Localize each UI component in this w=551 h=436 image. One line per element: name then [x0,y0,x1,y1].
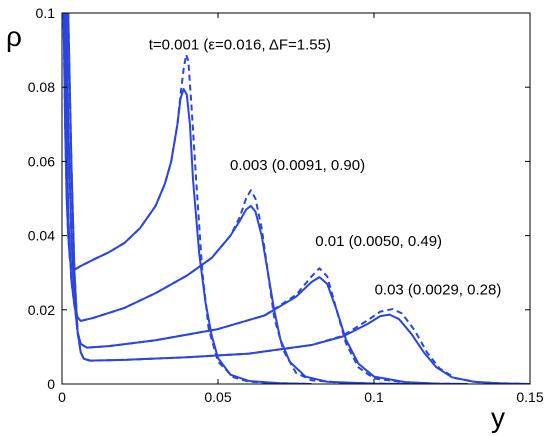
y-tick-label-5: 0.1 [36,5,56,21]
curve-2-dashed [62,13,312,384]
y-tick-label-2: 0.04 [28,228,55,244]
curve-annotation-3: 0.01 (0.0050, 0.49) [315,233,442,250]
annotation-layer: t=0.001 (ε=0.016, ΔF=1.55) 0.003 (0.0091,… [149,37,502,299]
curve-8-dashed [67,13,530,384]
curve-7-solid [67,13,530,384]
x-tick-label-2: 0.1 [364,389,384,405]
x-axis-label: y [491,402,505,433]
x-tick-label-3: 0.15 [516,389,543,405]
x-tick-label-1: 0.05 [204,389,231,405]
y-tick-label-4: 0.08 [28,79,55,95]
y-tick-label-0: 0 [47,376,55,392]
curve-layer [62,13,530,384]
curve-1-solid [62,13,312,384]
x-tick-label-0: 0 [58,389,66,405]
curve-annotation-2: 0.003 (0.0091, 0.90) [230,157,365,174]
y-tick-label-3: 0.06 [28,153,55,169]
tick-layer: 0 0.05 0.1 0.15 0 0.02 0.04 0.06 0.08 0.1 [28,5,544,405]
plot-frame [61,12,531,385]
curve-annotation-1: t=0.001 (ε=0.016, ΔF=1.55) [149,37,331,54]
y-axis-label: ρ [6,21,22,52]
curve-annotation-4: 0.03 (0.0029, 0.28) [375,281,502,298]
y-tick-label-1: 0.02 [28,302,55,318]
